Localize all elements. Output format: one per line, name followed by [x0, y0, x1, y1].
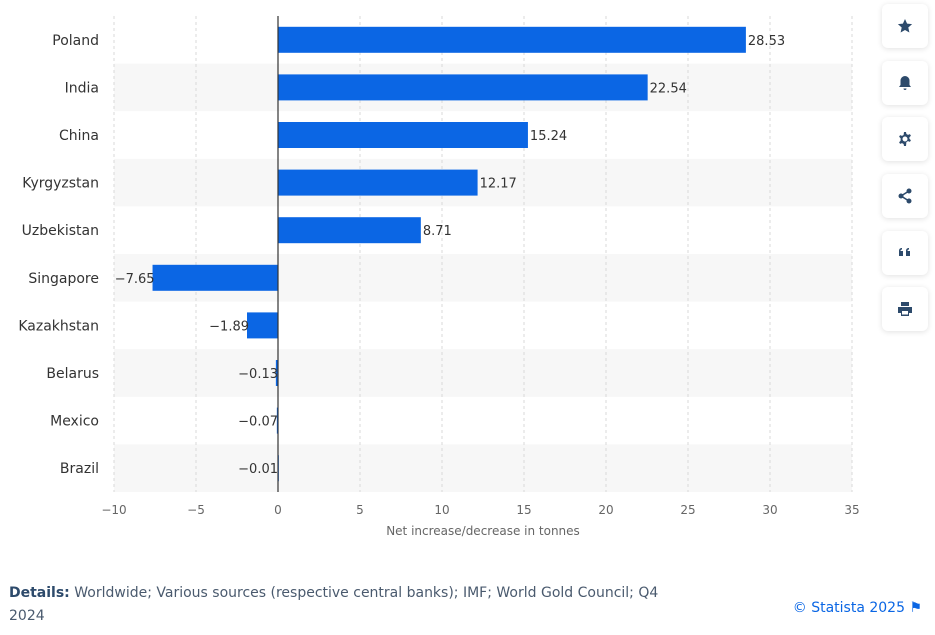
- category-label: Belarus: [46, 366, 99, 382]
- star-icon: [897, 19, 913, 33]
- category-label: Kazakhstan: [18, 318, 99, 334]
- row-band: [114, 444, 852, 492]
- category-label: Mexico: [50, 414, 99, 430]
- share-icon: [898, 188, 912, 204]
- bar: [275, 360, 278, 386]
- x-axis-title: Net increase/decrease in tonnes: [386, 524, 580, 538]
- settings-button[interactable]: [882, 117, 928, 161]
- cite-button[interactable]: [882, 231, 928, 275]
- category-label: India: [65, 80, 99, 96]
- bell-icon: [899, 76, 911, 90]
- bar: [278, 26, 746, 53]
- value-label: −0.01: [238, 462, 278, 477]
- gear-icon: [899, 132, 911, 146]
- value-label: 8.71: [423, 224, 452, 239]
- bar: [278, 122, 528, 148]
- notification-button[interactable]: [882, 61, 928, 105]
- x-tick-label: 10: [434, 503, 449, 517]
- details-label: Details:: [9, 585, 70, 601]
- value-label: −7.65: [115, 272, 155, 287]
- print-button[interactable]: [882, 287, 928, 331]
- bar: [278, 217, 421, 244]
- category-label: Brazil: [60, 461, 99, 477]
- share-button[interactable]: [882, 174, 928, 218]
- x-tick-label: 20: [598, 503, 613, 517]
- x-tick-label: 15: [516, 503, 531, 517]
- copyright-text: © Statista 2025: [792, 600, 905, 616]
- category-label: Kyrgyzstan: [22, 176, 99, 192]
- category-label: Poland: [52, 33, 99, 49]
- statista-copyright-link[interactable]: © Statista 2025 ⚑: [793, 600, 922, 616]
- value-label: 22.54: [650, 81, 687, 96]
- x-tick-label: −10: [101, 503, 126, 517]
- category-label: Uzbekistan: [22, 223, 99, 239]
- value-label: −1.89: [209, 319, 249, 334]
- quote-icon: [899, 248, 910, 256]
- details-body: Worldwide; Various sources (respective c…: [9, 585, 659, 624]
- x-tick-label: 35: [844, 503, 859, 517]
- value-label: 28.53: [748, 34, 785, 49]
- category-label: Singapore: [28, 271, 99, 287]
- x-tick-label: 5: [356, 503, 364, 517]
- value-label: −0.13: [238, 367, 278, 382]
- x-tick-label: 25: [680, 503, 695, 517]
- bar: [152, 264, 278, 291]
- value-label: 12.17: [480, 177, 517, 192]
- bar: [278, 74, 648, 101]
- category-label: China: [59, 128, 99, 144]
- row-band: [114, 349, 852, 397]
- value-label: −0.07: [238, 415, 278, 430]
- print-icon: [898, 302, 912, 316]
- flag-icon: ⚑: [909, 600, 922, 616]
- x-tick-label: 30: [762, 503, 777, 517]
- favorite-button[interactable]: [882, 4, 928, 48]
- value-label: 15.24: [530, 129, 567, 144]
- bar: [247, 312, 278, 339]
- details-text: Details: Worldwide; Various sources (res…: [9, 582, 659, 628]
- row-band: [114, 158, 852, 207]
- x-tick-label: 0: [274, 503, 282, 517]
- bar: [278, 169, 478, 196]
- bar-chart: −10 −5 0 5 10 15 20 25 30 35 Net increase/decrease…: [18, 16, 860, 538]
- x-tick-label: −5: [187, 503, 205, 517]
